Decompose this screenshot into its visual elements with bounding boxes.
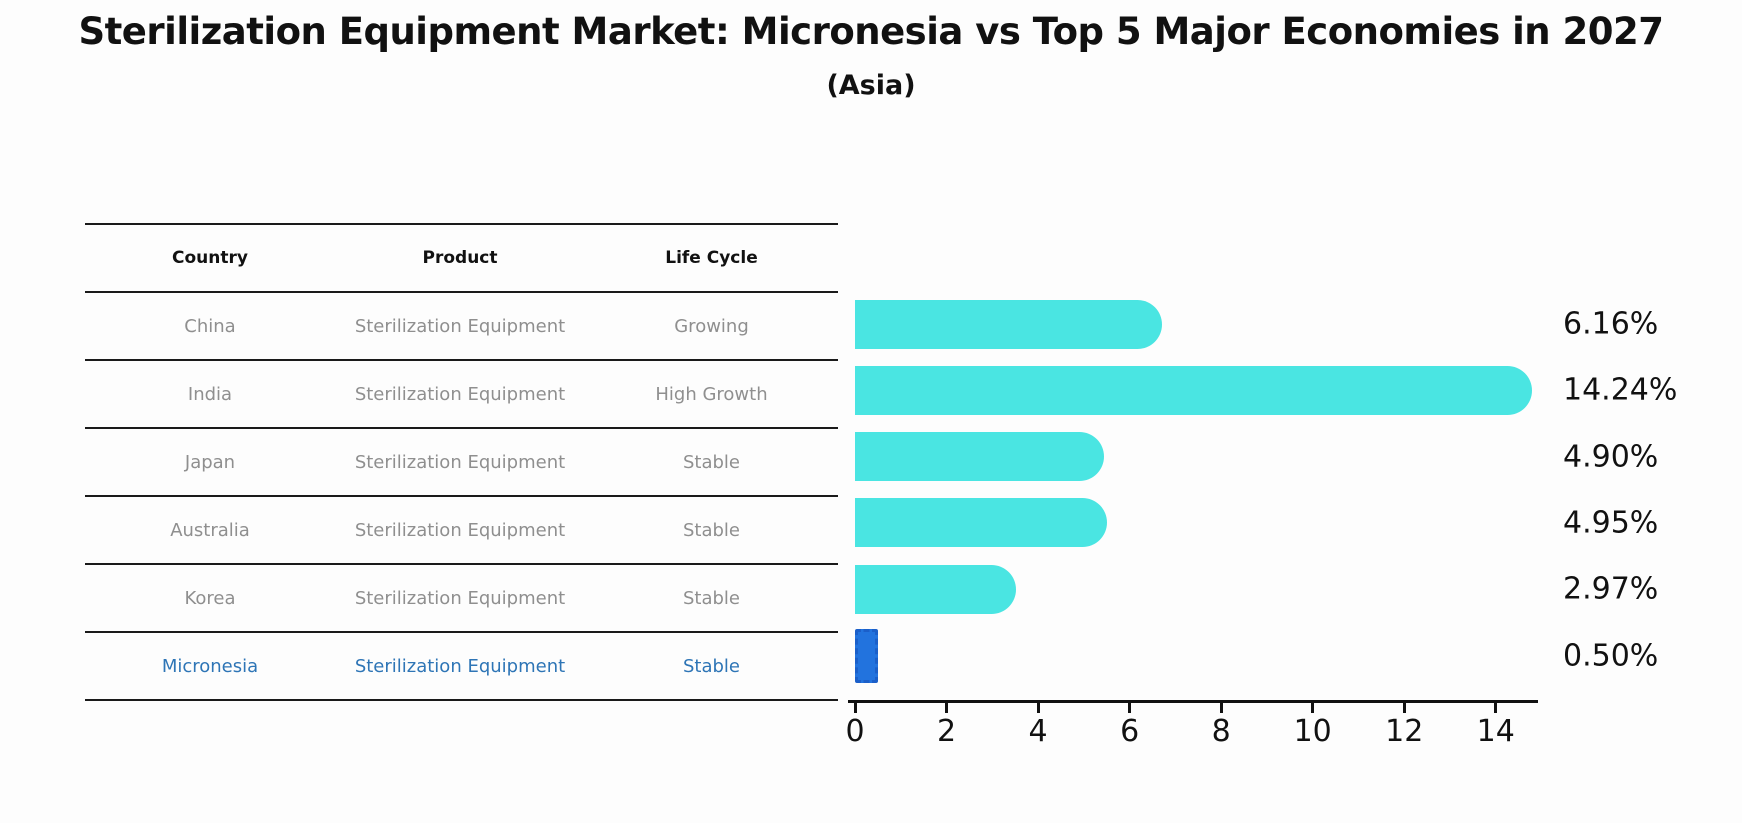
- page-subtitle: (Asia): [826, 70, 916, 101]
- x-axis-tick-label: 4: [1028, 714, 1048, 749]
- x-axis-line: [848, 700, 1538, 703]
- x-axis-tick-label: 14: [1476, 714, 1515, 749]
- cell-product: Sterilization Equipment: [354, 315, 566, 337]
- x-axis-tick: [853, 703, 857, 713]
- cell-life-cycle: High Growth: [655, 383, 768, 405]
- cell-life-cycle: Stable: [682, 587, 740, 609]
- table-row: China Sterilization Equipment Growing: [85, 293, 838, 361]
- x-axis-tick-label: 10: [1293, 714, 1332, 749]
- cell-product: Sterilization Equipment: [354, 383, 566, 405]
- x-axis-tick-label: 12: [1385, 714, 1424, 749]
- bar-india: [855, 365, 1532, 415]
- x-axis-tick-label: 6: [1120, 714, 1140, 749]
- x-axis-tick-label: 0: [845, 714, 865, 749]
- data-table: Country Product Life Cycle China Sterilizati…: [85, 223, 838, 701]
- table-row: Micronesia Sterilization Equipment Stable: [85, 633, 838, 701]
- cell-product: Sterilization Equipment: [354, 587, 566, 609]
- cell-country: India: [187, 383, 233, 405]
- cell-product: Sterilization Equipment: [354, 451, 566, 473]
- x-axis-tick: [1402, 703, 1406, 713]
- bar-australia: [855, 498, 1107, 548]
- x-axis-tick: [945, 703, 949, 713]
- value-label: 4.95%: [1563, 505, 1659, 541]
- x-axis-tick-label: 8: [1211, 714, 1231, 749]
- x-axis-tick: [1219, 703, 1223, 713]
- cell-country: Japan: [184, 451, 236, 473]
- cell-product: Sterilization Equipment: [354, 519, 566, 541]
- table-row: Australia Sterilization Equipment Stable: [85, 497, 838, 565]
- column-header: Country: [172, 248, 248, 268]
- cell-country: Micronesia: [161, 655, 259, 677]
- table-row: Japan Sterilization Equipment Stable: [85, 429, 838, 497]
- value-label: 0.50%: [1563, 638, 1659, 674]
- x-axis-tick: [1128, 703, 1132, 713]
- bar-korea: [855, 564, 1016, 614]
- cell-product: Sterilization Equipment: [354, 655, 566, 677]
- cell-life-cycle: Stable: [682, 519, 740, 541]
- cell-life-cycle: Stable: [682, 451, 740, 473]
- cell-country: China: [184, 315, 236, 337]
- bar-micronesia: [855, 628, 878, 683]
- cell-life-cycle: Stable: [682, 655, 740, 677]
- x-axis-tick: [1494, 703, 1498, 713]
- x-axis-tick-label: 2: [936, 714, 957, 749]
- value-label: 4.90%: [1563, 439, 1659, 475]
- x-axis-tick: [1036, 703, 1040, 713]
- value-label: 2.97%: [1563, 571, 1659, 607]
- page-title: Sterilization Equipment Market: Micrones…: [78, 10, 1664, 53]
- table-header-row: Country Product Life Cycle: [85, 225, 838, 293]
- cell-country: Australia: [170, 519, 250, 541]
- table-row: Korea Sterilization Equipment Stable: [85, 565, 838, 633]
- column-header: Product: [422, 248, 498, 268]
- cell-country: Korea: [184, 587, 236, 609]
- table-row: India Sterilization Equipment High Growth: [85, 361, 838, 429]
- bar-china: [855, 299, 1162, 349]
- value-label: 14.24%: [1563, 372, 1678, 408]
- bar-japan: [855, 432, 1104, 482]
- x-axis-tick: [1311, 703, 1315, 713]
- column-header: Life Cycle: [665, 248, 758, 268]
- value-label: 6.16%: [1563, 306, 1659, 342]
- cell-life-cycle: Growing: [674, 315, 749, 337]
